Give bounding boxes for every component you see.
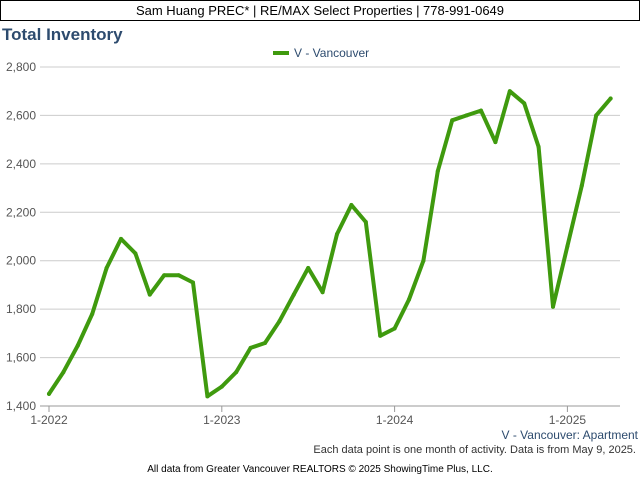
y-tick-label: 1,800 [6,302,36,316]
y-tick-label: 2,000 [6,254,36,268]
x-tick-label: 1-2023 [203,413,241,427]
footer-credit: All data from Greater Vancouver REALTORS… [147,464,493,475]
data-point [277,319,282,324]
data-note: Each data point is one month of activity… [313,444,636,456]
data-point [320,290,325,295]
series-line-vancouver [47,89,613,399]
data-point [479,108,483,113]
data-point [464,113,469,118]
x-tick-label: 1-2025 [549,413,587,427]
data-point [407,297,411,302]
data-point [104,265,109,270]
data-point [61,370,66,375]
series-layer [47,89,613,399]
data-point [507,89,512,94]
x-tick-label: 1-2024 [376,413,414,427]
data-point [522,101,527,106]
data-point [75,343,80,348]
data-point [565,244,570,249]
data-point [335,232,339,237]
chart-title: Total Inventory [2,25,123,44]
data-point [133,251,138,256]
data-point [205,394,210,399]
agent-contact-text: Sam Huang PREC* | RE/MAX Select Properti… [135,3,505,18]
series-sublabel: V - Vancouver: Apartment [501,428,638,442]
y-tick-label: 1,600 [6,351,36,365]
data-point [536,144,541,149]
grid-lines [40,66,620,407]
data-point [363,219,368,224]
data-point [47,391,51,396]
data-point [90,311,95,316]
legend: V - Vancouver [273,46,369,60]
data-point [579,183,584,188]
data-point [147,292,152,297]
data-point [191,280,195,285]
y-tick-label: 1,400 [6,399,36,413]
data-point [594,113,599,118]
data-point [176,273,181,278]
axes: 1,400 1,600 1,800 2,000 2,200 2,400 2,600 2,800… [6,60,620,427]
data-point [349,203,354,208]
data-point [551,304,555,309]
agent-header-bar: Sam Huang PREC* | RE/MAX Select Properti… [0,0,640,21]
data-point [378,333,383,338]
legend-label: V - Vancouver [294,46,369,60]
y-tick-label: 2,600 [6,108,36,122]
data-point [234,370,239,375]
data-point [119,236,123,241]
data-point [219,384,224,389]
data-point [248,345,253,350]
y-tick-label: 2,800 [6,60,36,74]
y-tick-label: 2,400 [6,157,36,171]
data-point [450,118,455,123]
data-point [306,265,311,270]
data-point [392,326,397,331]
x-tick-label: 1-2022 [30,413,68,427]
data-point [291,292,296,297]
data-point [435,169,440,174]
data-point [493,140,498,145]
data-point [162,273,167,278]
data-point [421,258,426,263]
data-point [263,341,267,346]
data-point [608,96,613,101]
y-tick-label: 2,200 [6,205,36,219]
